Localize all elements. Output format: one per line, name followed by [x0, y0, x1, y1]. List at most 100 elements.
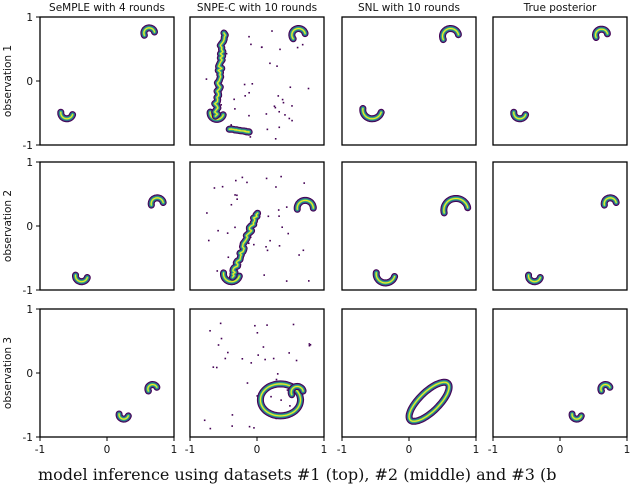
- posterior-density: [600, 384, 611, 392]
- noise-point: [307, 87, 310, 90]
- noise-point: [236, 194, 238, 197]
- x-tick-label: -1: [35, 444, 45, 456]
- noise-point: [234, 194, 236, 196]
- noise-point: [246, 382, 249, 384]
- noise-point: [281, 98, 284, 101]
- noise-point: [278, 215, 280, 217]
- noise-point: [230, 124, 232, 126]
- noise-point: [261, 46, 263, 48]
- noise-point: [265, 245, 267, 248]
- noise-point: [277, 95, 280, 97]
- posterior-density: [223, 272, 240, 283]
- noise-point: [280, 399, 282, 401]
- noise-point: [253, 243, 255, 246]
- posterior-density: [118, 413, 129, 420]
- posterior-density: [603, 197, 617, 206]
- noise-point: [298, 254, 300, 256]
- noise-point: [230, 203, 233, 206]
- noise-point: [236, 198, 238, 200]
- row-label: observation 1: [2, 45, 14, 117]
- panel-frame: [492, 16, 628, 146]
- noise-point: [266, 128, 269, 131]
- posterior-density: [214, 32, 226, 117]
- noise-point: [289, 405, 291, 407]
- posterior-density: [296, 199, 314, 210]
- noise-point: [241, 358, 244, 360]
- y-tick-label: 0: [26, 368, 33, 380]
- x-tick-label: 1: [473, 444, 480, 456]
- noise-point: [248, 91, 250, 94]
- noise-point: [278, 245, 281, 247]
- noise-point: [272, 357, 275, 360]
- panel-frame: [189, 308, 325, 438]
- posterior-density: [75, 274, 88, 283]
- noise-point: [231, 414, 234, 416]
- posterior-density: [60, 111, 74, 120]
- noise-point: [296, 46, 299, 49]
- panel-frame: [341, 16, 477, 146]
- noise-point: [234, 108, 236, 110]
- noise-point: [291, 119, 293, 122]
- posterior-density: [232, 212, 259, 278]
- noise-point: [276, 65, 278, 67]
- noise-point: [286, 389, 289, 391]
- posterior-density: [147, 384, 158, 392]
- noise-point: [307, 280, 310, 282]
- y-tick-label: -1: [23, 285, 33, 297]
- noise-point: [301, 43, 304, 46]
- noise-point: [220, 104, 222, 106]
- posterior-density: [291, 28, 306, 40]
- noise-point: [226, 232, 229, 234]
- panel-frame: [39, 16, 175, 146]
- posterior-density: [150, 197, 164, 206]
- noise-point: [277, 209, 280, 211]
- noise-point: [250, 43, 252, 46]
- noise-point: [285, 280, 288, 282]
- y-tick-label: 0: [26, 76, 33, 88]
- y-tick-label: 1: [26, 304, 33, 316]
- noise-point: [291, 105, 293, 107]
- noise-point: [217, 229, 219, 232]
- x-tick-label: 1: [171, 444, 178, 456]
- noise-point: [279, 48, 281, 51]
- column-title: SNPE-C with 10 rounds: [197, 2, 317, 14]
- noise-point: [264, 358, 266, 361]
- noise-point: [213, 187, 216, 189]
- noise-point: [282, 101, 285, 104]
- noise-point: [247, 242, 250, 245]
- posterior-density: [528, 274, 541, 283]
- noise-point: [269, 239, 271, 242]
- noise-point: [233, 98, 235, 101]
- column-title: SNL with 10 rounds: [358, 2, 460, 14]
- x-tick-label: 1: [624, 444, 631, 456]
- x-tick-label: 0: [406, 444, 413, 456]
- noise-point: [308, 344, 311, 347]
- noise-point: [212, 366, 215, 368]
- x-tick-label: -1: [185, 444, 195, 456]
- x-tick-label: 0: [104, 444, 111, 456]
- noise-point: [225, 52, 228, 55]
- noise-point: [281, 226, 283, 229]
- posterior-density: [443, 198, 469, 214]
- y-tick-label: 1: [26, 157, 33, 169]
- noise-point: [257, 354, 260, 356]
- noise-point: [207, 239, 210, 242]
- noise-point: [248, 425, 251, 428]
- noise-point: [292, 323, 295, 326]
- row-label: observation 3: [2, 337, 14, 409]
- noise-point: [243, 83, 246, 86]
- posterior-density: [290, 385, 304, 396]
- noise-point: [235, 179, 237, 182]
- noise-point: [254, 324, 256, 327]
- noise-point: [287, 232, 290, 235]
- panel-frame: [39, 308, 175, 438]
- noise-point: [288, 352, 290, 354]
- posterior-density: [595, 28, 608, 38]
- y-tick-label: -1: [23, 432, 33, 444]
- noise-point: [284, 114, 286, 116]
- noise-point: [285, 206, 288, 208]
- noise-point: [234, 226, 236, 229]
- noise-point: [270, 395, 272, 398]
- noise-point: [241, 176, 244, 179]
- noise-point: [248, 35, 250, 38]
